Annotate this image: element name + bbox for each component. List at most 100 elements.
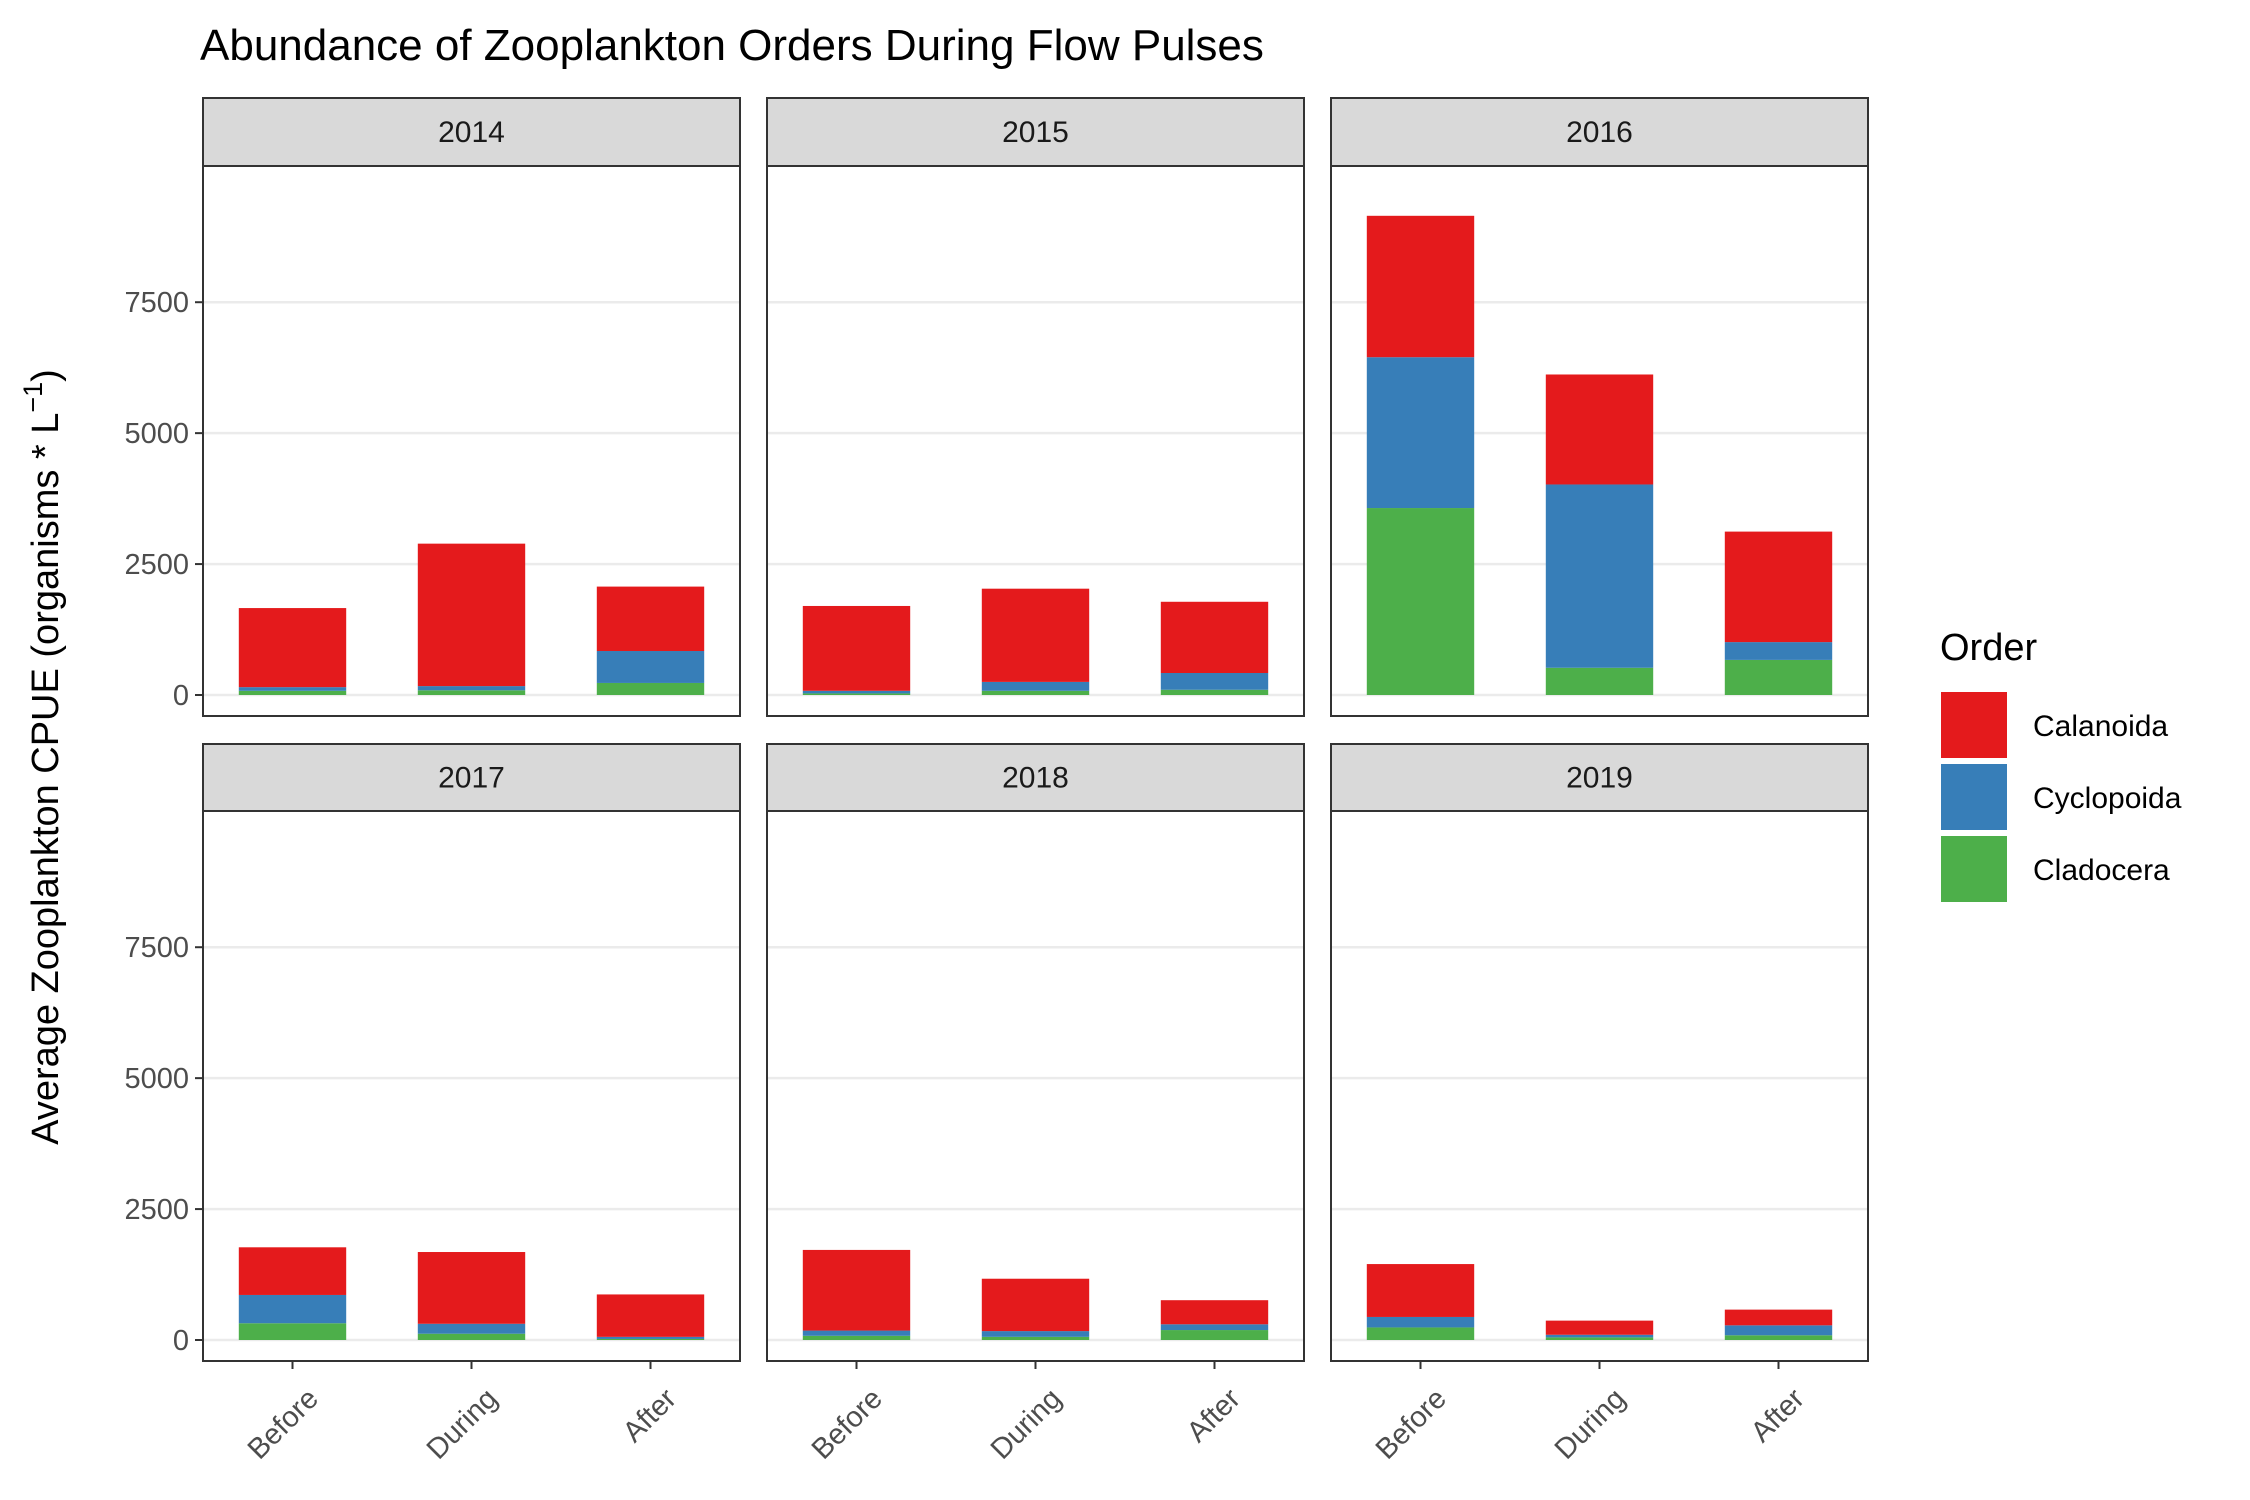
facet-strip-label: 2014 xyxy=(438,116,505,149)
panel-border xyxy=(1330,165,1869,717)
bar-cladocera-before xyxy=(1366,1327,1475,1340)
bar-cyclopoida-after xyxy=(596,1336,705,1339)
legend: Order Calanoida Cyclopoida Cladocera xyxy=(1940,627,2182,902)
bar-cladocera-during xyxy=(981,1336,1090,1340)
facet-strip-label: 2019 xyxy=(1566,762,1633,795)
bar-cyclopoida-during xyxy=(417,686,526,691)
bar-cladocera-before xyxy=(1366,508,1475,695)
x-tick-label-during: During xyxy=(421,1383,504,1466)
legend-key-cladocera xyxy=(1941,836,2007,902)
bar-calanoida-during xyxy=(417,1252,526,1324)
y-tick-label: 0 xyxy=(173,680,189,712)
bar-cyclopoida-during xyxy=(1545,1334,1654,1338)
facet-panel-2019: 2019 Before During After xyxy=(1330,743,1869,1466)
chart-title: Abundance of Zooplankton Orders During F… xyxy=(200,21,1264,70)
y-axis-title-close: ) xyxy=(25,369,67,382)
bar-calanoida-after xyxy=(596,586,705,652)
facet-strip-label: 2018 xyxy=(1002,762,1069,795)
y-tick-label: 7500 xyxy=(124,287,189,319)
bar-cladocera-before xyxy=(238,690,347,695)
bar-cyclopoida-before xyxy=(238,1294,347,1324)
facet-panel-2016: 2016 xyxy=(1330,97,1869,717)
x-tick-label-after: After xyxy=(617,1382,683,1448)
y-tick-label: 0 xyxy=(173,1325,189,1357)
facet-strip xyxy=(766,743,1305,812)
bar-calanoida-during xyxy=(1545,1320,1654,1335)
svg-text:Average Zooplankton CPUE (org: Average Zooplankton CPUE (organisms * L−… xyxy=(18,369,67,1145)
bar-cladocera-during xyxy=(417,1333,526,1340)
bar-cyclopoida-after xyxy=(1724,1325,1833,1336)
bar-cladocera-before xyxy=(802,693,911,695)
bar-cyclopoida-after xyxy=(1160,1324,1269,1331)
facet-strip xyxy=(766,97,1305,167)
bar-cladocera-before xyxy=(238,1323,347,1340)
bar-cladocera-before xyxy=(802,1335,911,1340)
bar-calanoida-before xyxy=(238,608,347,688)
x-tick-label-during: During xyxy=(1549,1383,1632,1466)
legend-label-cyclopoida: Cyclopoida xyxy=(2033,782,2182,815)
facet-strip-label: 2015 xyxy=(1002,116,1069,149)
bar-cyclopoida-after xyxy=(1160,673,1269,690)
bar-calanoida-after xyxy=(1160,601,1269,674)
bar-cyclopoida-after xyxy=(1724,642,1833,660)
bar-calanoida-before xyxy=(1366,1264,1475,1317)
bar-cladocera-during xyxy=(981,690,1090,695)
bar-cladocera-during xyxy=(417,690,526,695)
facet-panel-2018: 2018 Before During After xyxy=(766,743,1305,1466)
facet-panel-2017: 2017 0 2500 5000 7500 Before During After xyxy=(124,743,741,1466)
facet-strip-label: 2017 xyxy=(438,762,505,795)
facet-strip xyxy=(202,97,741,167)
y-tick-label: 2500 xyxy=(124,1194,189,1226)
x-tick-label-during: During xyxy=(985,1383,1068,1466)
bar-calanoida-before xyxy=(802,1249,911,1331)
bar-calanoida-during xyxy=(417,543,526,687)
x-tick-label-before: Before xyxy=(806,1383,889,1466)
facet-panels: 2014 0 2500 5000 7500 2015 2016 2017 0 2500 5000 75… xyxy=(124,97,1869,1466)
bar-calanoida-after xyxy=(1160,1300,1269,1325)
bar-calanoida-before xyxy=(238,1247,347,1295)
bar-calanoida-during xyxy=(981,588,1090,682)
y-axis-title-superscript: −1 xyxy=(18,382,48,413)
y-axis-title-main: Average Zooplankton CPUE (organisms * L xyxy=(25,413,67,1145)
facet-panel-2014: 2014 0 2500 5000 7500 xyxy=(124,97,741,717)
bar-cladocera-after xyxy=(596,1338,705,1340)
x-tick-label-before: Before xyxy=(1370,1383,1453,1466)
bar-cyclopoida-before xyxy=(1366,357,1475,509)
bar-calanoida-during xyxy=(1545,374,1654,485)
facet-strip xyxy=(202,743,741,812)
legend-key-cyclopoida xyxy=(1941,764,2007,830)
facet-strip-label: 2016 xyxy=(1566,116,1633,149)
bar-cyclopoida-after xyxy=(596,651,705,683)
y-tick-label: 5000 xyxy=(124,418,189,450)
bar-calanoida-after xyxy=(1724,1309,1833,1326)
panel-border xyxy=(202,165,741,717)
bar-cladocera-after xyxy=(1724,1335,1833,1340)
bar-cyclopoida-before xyxy=(802,690,911,694)
legend-key-calanoida xyxy=(1941,692,2007,758)
legend-label-calanoida: Calanoida xyxy=(2033,710,2168,743)
bar-cyclopoida-during xyxy=(981,1331,1090,1337)
bar-cladocera-after xyxy=(596,682,705,695)
bar-cladocera-after xyxy=(1724,659,1833,695)
bar-calanoida-before xyxy=(1366,215,1475,358)
bar-cyclopoida-during xyxy=(981,681,1090,691)
bar-cyclopoida-before xyxy=(238,687,347,691)
y-tick-label: 7500 xyxy=(124,932,189,964)
bar-cyclopoida-before xyxy=(802,1330,911,1336)
legend-label-cladocera: Cladocera xyxy=(2033,854,2170,887)
bar-cyclopoida-before xyxy=(1366,1316,1475,1328)
y-tick-label: 2500 xyxy=(124,549,189,581)
bar-cladocera-after xyxy=(1160,1330,1269,1340)
bar-cladocera-during xyxy=(1545,667,1654,695)
y-tick-label: 5000 xyxy=(124,1063,189,1095)
x-tick-label-after: After xyxy=(1181,1382,1247,1448)
bar-cyclopoida-during xyxy=(417,1323,526,1334)
bar-calanoida-during xyxy=(981,1278,1090,1332)
bar-cladocera-after xyxy=(1160,689,1269,695)
x-tick-label-after: After xyxy=(1745,1382,1811,1448)
bar-cladocera-during xyxy=(1545,1337,1654,1340)
y-axis-title: Average Zooplankton CPUE (organisms * L−… xyxy=(18,369,67,1145)
legend-title: Order xyxy=(1940,627,2037,669)
panel-border xyxy=(766,165,1305,717)
